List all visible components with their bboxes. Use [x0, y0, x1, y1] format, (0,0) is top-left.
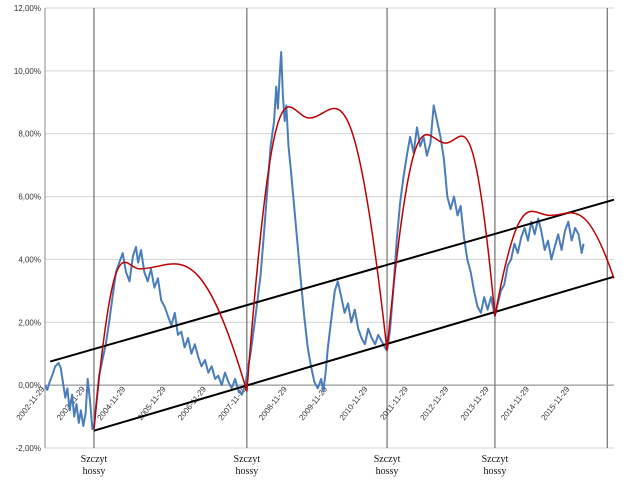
- red-arcs: [93, 106, 615, 430]
- peak-label-line2: hossy: [484, 466, 507, 477]
- peak-label-line1: Szczyt: [482, 454, 509, 465]
- y-tick-label: 0,00%: [18, 381, 41, 390]
- red-arc: [494, 210, 615, 317]
- red-arc: [386, 133, 496, 351]
- trend-line: [93, 275, 615, 432]
- x-tick-label: 2009-11-29: [297, 384, 329, 422]
- y-tick-label: -2,00%: [16, 444, 41, 453]
- x-tick-label: 2006-11-29: [176, 384, 208, 422]
- x-tick-label: 2013-11-29: [459, 384, 491, 422]
- x-tick-label: 2015-11-29: [540, 384, 572, 422]
- y-tick-label: 4,00%: [18, 255, 41, 264]
- series-layer: [44, 51, 585, 431]
- x-tick-label: 2014-11-29: [499, 384, 531, 422]
- gridlines: [45, 7, 614, 449]
- y-tick-labels: -2,00% 0,00% 2,00% 4,00% 6,00% 8,00% 10,00% 12,…: [14, 4, 41, 453]
- y-tick-label: 8,00%: [18, 130, 41, 139]
- red-arc: [246, 106, 388, 392]
- peak-labels: SzczythossySzczythossySzczythossySzczyth…: [81, 454, 509, 477]
- peak-label-line2: hossy: [376, 466, 399, 477]
- y-tick-label: 10,00%: [14, 67, 41, 76]
- x-tick-label: 2004-11-29: [95, 384, 127, 422]
- peak-label-line1: Szczyt: [374, 454, 401, 465]
- trend-lines: [49, 198, 615, 432]
- peak-label-line2: hossy: [235, 466, 258, 477]
- peak-label-line1: Szczyt: [234, 454, 261, 465]
- trend-line: [49, 198, 615, 363]
- data-series-line: [44, 51, 585, 431]
- y-tick-label: 12,00%: [14, 4, 41, 13]
- red-arc: [93, 261, 248, 430]
- x-tick-label: 2010-11-29: [338, 384, 370, 422]
- axes: [44, 8, 614, 448]
- y-tick-label: 6,00%: [18, 193, 41, 202]
- peak-label-line2: hossy: [83, 466, 106, 477]
- x-tick-label: 2011-11-29: [378, 384, 410, 421]
- y-tick-label: 2,00%: [18, 318, 41, 327]
- x-tick-label: 2012-11-29: [418, 384, 450, 422]
- peak-label-line1: Szczyt: [81, 454, 108, 465]
- x-tick-label: 2008-11-29: [257, 384, 289, 422]
